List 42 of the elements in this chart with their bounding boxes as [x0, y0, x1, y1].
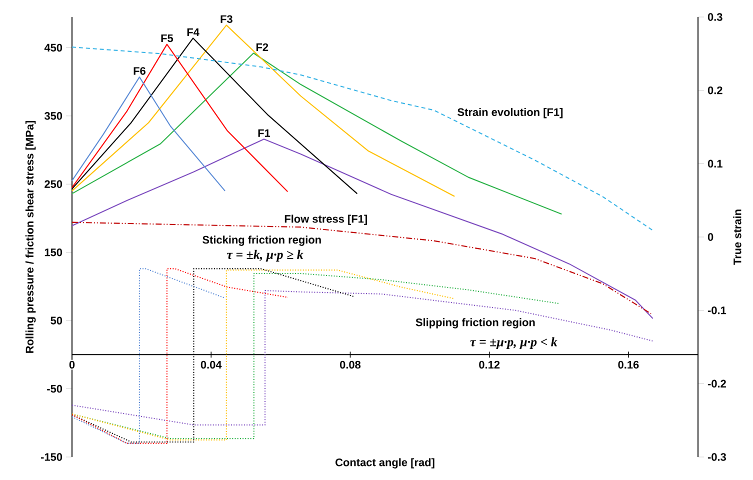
- x-tick-label: 0.04: [200, 360, 222, 369]
- series-label: F4: [187, 28, 200, 36]
- y2-tick-label: -0.2: [708, 380, 726, 388]
- series-label: Strain evolution [F1]: [458, 108, 563, 118]
- line-series: [71, 290, 654, 426]
- line-series: [71, 24, 456, 197]
- series-label: F5: [161, 34, 174, 42]
- y2-tick-label: -0.1: [708, 306, 726, 314]
- y2-tick-label: -0.3: [708, 453, 726, 461]
- x-tick-label: 0.16: [618, 360, 639, 369]
- series-label: F3: [220, 15, 232, 23]
- line-series: [71, 76, 226, 192]
- y2-tick-label: 0.1: [708, 160, 722, 168]
- annotation: Slipping friction region: [416, 318, 535, 328]
- annotation: Sticking friction region: [202, 236, 321, 246]
- line-series: [71, 268, 226, 444]
- line-series: [71, 138, 654, 320]
- y2-tick-label: 0.3: [708, 13, 722, 21]
- line-series: [71, 52, 562, 215]
- annotation: τ = ±k, μ·p ≥ k: [226, 250, 304, 262]
- y-tick-label: 350: [44, 112, 62, 120]
- line-series: [71, 268, 289, 444]
- y-tick-label: 150: [44, 248, 62, 256]
- x-tick-label: 0: [69, 360, 75, 369]
- line-series: [71, 44, 288, 192]
- y2-tick-label: 0.2: [708, 86, 722, 94]
- annotation: τ = ±μ·p, μ·p < k: [470, 337, 558, 349]
- y-axis-title: Rolling pressure / friction shear stress [MPa]: [25, 121, 36, 353]
- y-tick-label: 450: [44, 44, 62, 52]
- series-label: F1: [258, 129, 270, 137]
- series-label: F2: [256, 43, 268, 51]
- y-tick-label: -50: [47, 384, 62, 393]
- y-tick-label: 250: [44, 180, 62, 188]
- y2-axis-title: True strain: [733, 210, 742, 265]
- y-tick-label: -150: [40, 453, 62, 461]
- x-tick-label: 0.08: [340, 360, 361, 369]
- y-tick-label: 50: [50, 316, 62, 324]
- y2-tick-label: 0: [708, 233, 714, 241]
- series-label: F6: [134, 67, 146, 75]
- series-label: Flow stress [F1]: [284, 214, 367, 225]
- x-tick-label: 0.12: [479, 360, 500, 369]
- x-axis-title: Contact angle [rad]: [336, 458, 434, 468]
